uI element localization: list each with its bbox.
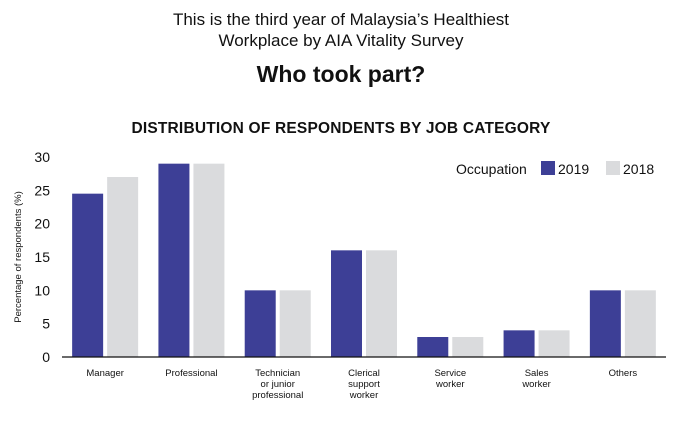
legend-swatch-2019 [541,161,555,175]
bar-2018-service-worker [452,337,484,357]
bar-2019-professional [158,163,190,357]
x-tick-label: Manager [86,368,124,379]
bar-2018-professional [193,163,225,357]
x-tick-label: Others [609,368,638,379]
legend-swatch-2018 [606,161,620,175]
y-tick-label: 30 [34,149,50,165]
bar-2018-manager [107,177,139,357]
headline-line-2: Workplace by AIA Vitality Survey [218,31,464,50]
x-tick-label: worker [349,390,379,401]
x-tick-label: Technician [255,368,300,379]
y-tick-label: 10 [34,282,50,298]
bar-2019-others [589,290,621,357]
chart-title: DISTRIBUTION OF RESPONDENTS BY JOB CATEG… [131,120,551,137]
legend-label-2018: 2018 [623,161,654,177]
headline-subtitle: Who took part? [256,61,426,87]
x-tick-label: Service [434,368,466,379]
legend-title: Occupation [456,161,527,177]
bar-2018-others [624,290,656,357]
y-tick-label: 0 [42,349,50,365]
bar-2019-clerical-support-worker [331,250,362,357]
x-tick-label: Clerical [348,368,380,379]
y-axis-label: Percentage of respondents (%) [13,191,24,323]
x-tick-label: worker [521,379,551,390]
y-tick-label: 5 [42,316,50,332]
legend-label-2019: 2019 [558,161,589,177]
x-tick-label: professional [252,390,303,401]
y-tick-label: 25 [34,182,50,198]
bar-2019-sales-worker [503,330,535,357]
bar-2019-technician-or-junior-professional [244,290,276,357]
x-tick-label: support [348,379,380,390]
bar-2018-sales-worker [538,330,570,357]
bar-2019-manager [72,193,104,357]
y-tick-label: 15 [34,249,50,265]
x-tick-label: Sales [525,368,549,379]
bar-2019-service-worker [417,337,449,357]
x-tick-label: worker [435,379,465,390]
x-tick-label: Professional [165,368,217,379]
bar-2018-technician-or-junior-professional [279,290,311,357]
headline-line-1: This is the third year of Malaysia’s Hea… [172,10,510,29]
bar-2018-clerical-support-worker [366,250,397,357]
y-tick-label: 20 [34,216,50,232]
x-tick-label: or junior [261,379,295,390]
